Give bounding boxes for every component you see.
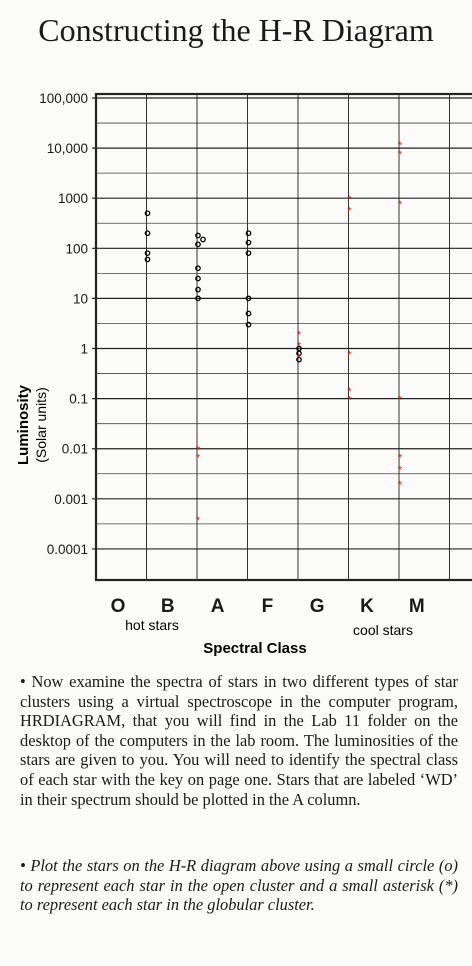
globular-cluster-star: * [297,352,302,364]
globular-cluster-star: * [347,194,352,206]
x-tick-label: A [211,596,225,617]
globular-cluster-star: * [196,452,201,464]
y-tick-label: 100 [65,241,88,256]
open-cluster-star [144,230,151,237]
y-axis-units: (Solar units) [33,387,49,462]
y-tick-labels: 100,000 10,000 1000 100 10 1 0.1 0.01 0.001 0.000… [39,91,88,557]
y-tick-label: 1000 [58,191,88,206]
globular-cluster-star: * [297,341,302,353]
open-cluster-star [144,250,151,257]
open-cluster-star [296,356,302,363]
open-cluster-star [200,236,206,243]
data-marks: ****************** [144,140,403,527]
open-cluster-star [296,350,302,357]
y-tick-label: 10,000 [47,141,88,156]
chart-grid [92,92,472,582]
open-cluster-star [195,265,201,272]
globular-cluster-star: * [398,452,403,464]
globular-cluster-star: * [347,205,352,217]
open-cluster-star [195,241,201,248]
open-cluster-star [195,275,201,282]
y-tick-label: 0.1 [69,392,88,407]
globular-cluster-star: * [347,386,352,398]
x-tick-label: F [262,596,274,617]
open-cluster-star [195,286,201,293]
page-edge-marks [458,600,472,966]
y-tick-label: 0.01 [62,442,88,457]
globular-cluster-star: * [347,349,352,361]
open-cluster-star [245,239,252,246]
y-axis-label: Luminosity [15,384,32,465]
y-tick-label: 0.0001 [47,542,88,557]
x-tick-label: O [111,596,126,617]
x-axis-label: Spectral Class [203,640,306,657]
open-cluster-star [245,310,252,317]
open-cluster-star [245,295,252,302]
cool-stars-label: cool stars [353,622,413,638]
hot-stars-label: hot stars [125,617,179,633]
x-tick-label: B [161,596,175,617]
globular-cluster-star: * [398,395,403,407]
x-tick-label: M [409,596,425,617]
y-tick-label: 100,000 [39,91,88,106]
globular-cluster-star: * [196,515,201,527]
page-title: Constructing the H-R Diagram [38,12,434,48]
open-cluster-star [195,232,201,239]
x-tick-label: G [310,596,325,617]
open-cluster-star [195,295,201,302]
open-cluster-star [144,256,151,263]
hr-diagram-chart: 100,000 10,000 1000 100 10 1 0.1 0.01 0.001 0.000… [15,91,472,657]
y-tick-label: 10 [73,291,88,306]
y-tick-label: 1 [80,342,88,357]
x-tick-label: K [360,596,374,617]
open-cluster-star [144,210,151,217]
open-cluster-star [245,230,252,237]
globular-cluster-star: * [398,140,403,152]
instruction-paragraph-1: • Now examine the spectra of stars in tw… [20,672,458,809]
globular-cluster-star: * [347,395,352,407]
globular-cluster-star: * [398,199,403,211]
open-cluster-star [245,321,252,328]
open-cluster-star [245,250,252,257]
globular-cluster-star: * [398,149,403,161]
globular-cluster-star: * [398,465,403,477]
globular-cluster-star: * [398,480,403,492]
y-tick-label: 0.001 [54,492,88,507]
globular-cluster-star: * [196,445,201,457]
instruction-paragraph-2: • Plot the stars on the H-R diagram abov… [20,856,458,915]
plot-frame [94,92,472,582]
globular-cluster-star: * [297,329,302,341]
